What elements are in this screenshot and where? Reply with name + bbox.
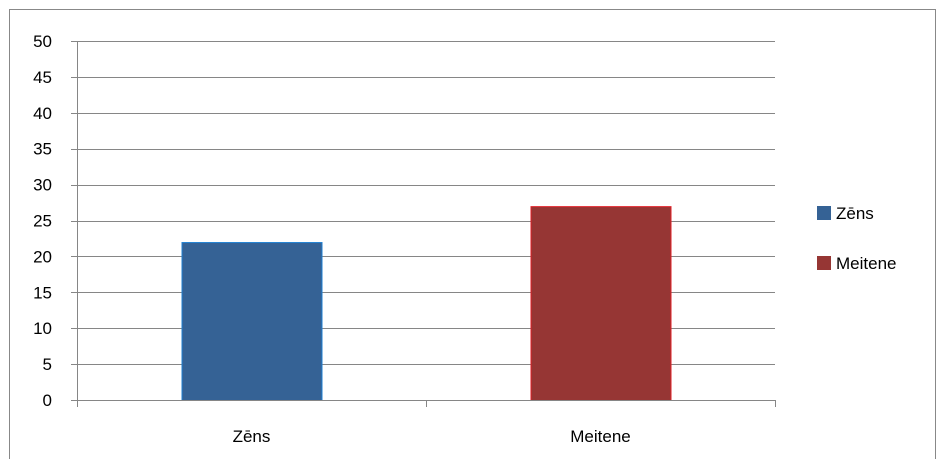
x-axis-labels: Zēns Meitene	[233, 427, 631, 446]
legend: Zēns Meitene	[817, 204, 896, 273]
legend-swatch	[817, 256, 831, 270]
y-tick-label: 30	[33, 176, 52, 195]
legend-swatch	[817, 206, 831, 220]
y-tick-label: 35	[33, 140, 52, 159]
x-tick-label: Zēns	[233, 427, 271, 446]
y-tick-label: 5	[43, 355, 52, 374]
y-tick-label: 40	[33, 104, 52, 123]
y-tick-label: 45	[33, 68, 52, 87]
chart-border	[9, 9, 936, 459]
y-tick-label: 20	[33, 247, 52, 266]
legend-label: Meitene	[836, 254, 896, 273]
y-tick-label: 25	[33, 212, 52, 231]
x-tick-label: Meitene	[570, 427, 630, 446]
y-tick-label: 50	[33, 32, 52, 51]
bars	[181, 206, 672, 401]
bar-1	[181, 242, 323, 401]
y-tick-label: 15	[33, 283, 52, 302]
y-axis-ticks: 0 5 10 15 20 25 30 35 40 45 50	[33, 32, 52, 410]
y-tick-label: 10	[33, 319, 52, 338]
x-axis	[77, 400, 776, 407]
legend-label: Zēns	[836, 204, 874, 223]
y-tick-label: 0	[43, 391, 52, 410]
bar-2	[530, 206, 672, 401]
